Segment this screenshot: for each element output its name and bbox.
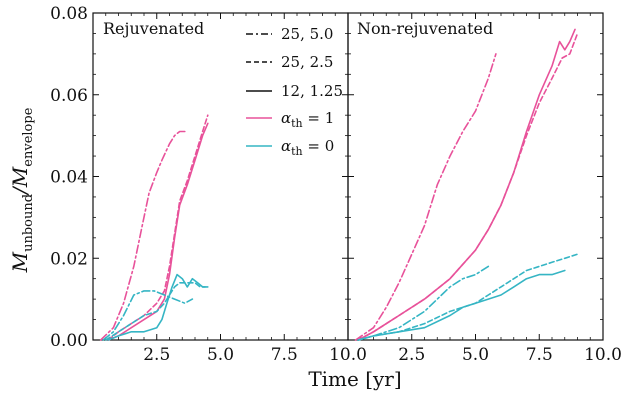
series-line-0-4	[105, 281, 206, 341]
y-axis-label: Munbound/Menvelope	[8, 107, 36, 273]
series-line-0-2	[107, 122, 209, 341]
panel-title-non-rejuvenated: Non-rejuvenated	[357, 19, 493, 38]
series-line-0-1	[107, 114, 209, 341]
y-tick-label: 0.02	[50, 249, 88, 269]
y-tick-label: 0.06	[50, 86, 88, 106]
x-tick-label: 10.0	[584, 345, 622, 365]
legend-label-12-1.25: 12, 1.25	[281, 82, 343, 100]
y-tick-label: 0.04	[50, 168, 88, 188]
series-line-0-0	[99, 130, 186, 341]
series-line-1-4	[357, 253, 579, 341]
x-tick-label: 7.5	[526, 345, 553, 365]
series-line-0-3	[102, 290, 194, 341]
x-axis-label: Time [yr]	[308, 367, 401, 391]
y-tick-label: 0.00	[50, 331, 88, 351]
legend-label-25-5: 25, 5.0	[281, 25, 333, 43]
legend: 25, 5.0 25, 2.5 12, 1.25 αth = 1 αth = 0	[246, 25, 343, 158]
series-line-1-3	[357, 265, 490, 341]
series-line-1-5	[357, 269, 566, 341]
x-tick-label: 5.0	[207, 345, 234, 365]
panel-title-rejuvenated: Rejuvenated	[103, 19, 204, 38]
plot-area: 2.5 5.0 7.5 10.0 0.00 0.02 0.04 0.06 0.08 2.5 5.0 7…	[50, 4, 622, 365]
y-tick-label: 0.08	[50, 4, 88, 24]
x-tick-label: 7.5	[271, 345, 298, 365]
legend-label-25-2.5: 25, 2.5	[281, 53, 333, 71]
series-line-0-5	[107, 273, 209, 341]
series-line-1-0	[354, 53, 497, 341]
legend-label-alpha-0: αth = 0	[281, 137, 334, 158]
panel-frame-1	[347, 12, 604, 341]
series-line-1-1	[357, 32, 579, 341]
x-tick-label: 2.5	[398, 345, 425, 365]
x-tick-label: 10.0	[329, 345, 367, 365]
x-tick-label: 5.0	[462, 345, 489, 365]
series-line-1-2	[357, 28, 576, 341]
x-tick-label: 2.5	[143, 345, 170, 365]
legend-label-alpha-1: αth = 1	[281, 109, 334, 130]
